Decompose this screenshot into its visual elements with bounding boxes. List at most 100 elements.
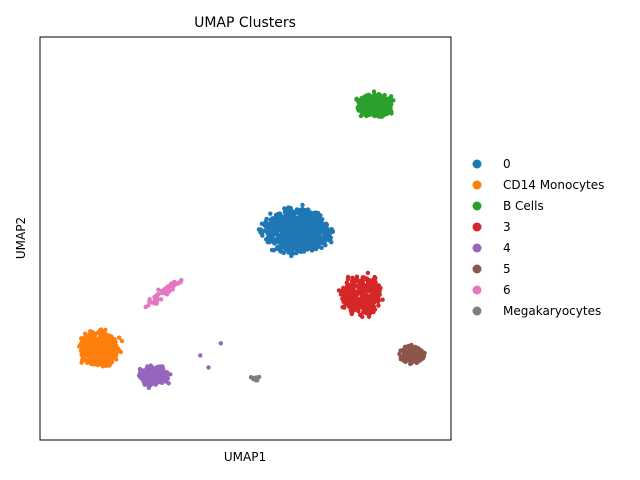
data-point	[371, 106, 376, 111]
data-point	[378, 104, 383, 110]
data-point	[388, 105, 393, 110]
data-point	[371, 94, 376, 99]
data-point	[301, 244, 306, 249]
data-point	[300, 233, 305, 238]
data-point	[172, 280, 177, 286]
legend-label: 0	[503, 157, 511, 171]
data-point	[376, 92, 381, 97]
legend-marker	[472, 285, 482, 295]
data-point	[369, 305, 374, 310]
data-point	[340, 305, 345, 310]
data-point	[268, 211, 273, 216]
data-point	[361, 310, 366, 315]
data-point	[275, 233, 281, 239]
data-point	[116, 335, 122, 340]
data-point	[365, 281, 370, 286]
data-point	[156, 364, 161, 369]
data-point	[77, 344, 82, 349]
data-point	[354, 301, 360, 307]
data-point	[147, 297, 152, 302]
data-point	[316, 214, 321, 219]
data-point	[316, 219, 321, 224]
data-point	[89, 357, 95, 362]
data-point	[351, 285, 356, 290]
data-point	[301, 248, 306, 253]
data-point	[145, 366, 151, 372]
data-point	[291, 251, 296, 256]
data-point	[159, 288, 165, 294]
legend-label: 6	[503, 283, 511, 297]
data-point	[357, 281, 363, 286]
data-point	[206, 365, 211, 370]
x-axis-label: UMAP1	[224, 450, 266, 464]
data-point	[114, 357, 119, 362]
data-point	[338, 292, 344, 297]
data-point	[141, 375, 146, 380]
data-point	[383, 102, 389, 108]
data-point	[323, 243, 328, 248]
data-point	[403, 351, 408, 357]
data-point	[168, 372, 173, 377]
legend-marker	[472, 159, 482, 169]
data-point	[354, 294, 359, 299]
data-point	[306, 227, 312, 233]
data-point	[309, 235, 314, 240]
data-point	[264, 216, 269, 222]
data-point	[104, 363, 109, 368]
data-point	[98, 339, 104, 345]
data-point	[289, 231, 294, 236]
data-point	[397, 351, 402, 357]
data-point	[88, 329, 93, 334]
data-point	[260, 231, 265, 236]
data-point	[268, 228, 273, 233]
data-point	[107, 341, 112, 346]
data-point	[285, 240, 290, 246]
data-point	[372, 277, 377, 282]
series-5	[397, 342, 427, 366]
data-point	[283, 230, 288, 235]
data-point	[355, 307, 360, 313]
data-point	[294, 229, 300, 235]
data-point	[254, 376, 259, 382]
data-point	[299, 221, 304, 226]
data-point	[360, 314, 365, 319]
data-point	[286, 250, 291, 255]
data-point	[289, 247, 294, 253]
data-point	[418, 347, 423, 353]
data-point	[113, 353, 119, 358]
data-point	[274, 224, 279, 229]
data-point	[364, 276, 369, 282]
legend-marker	[472, 180, 482, 190]
legend-marker	[472, 201, 482, 211]
data-point	[155, 377, 160, 383]
data-point	[322, 226, 328, 232]
legend-label: Megakaryocytes	[503, 304, 601, 318]
legend-marker	[472, 306, 482, 316]
data-point	[313, 210, 318, 215]
data-point	[330, 229, 335, 234]
data-point	[116, 346, 121, 352]
data-point	[270, 223, 275, 229]
data-point	[371, 300, 376, 305]
data-point	[111, 340, 117, 346]
data-point	[266, 236, 271, 241]
series-cd14-monocytes	[77, 327, 125, 369]
data-point	[79, 336, 84, 341]
series-4	[136, 363, 173, 390]
data-point	[151, 370, 156, 375]
data-point	[345, 276, 351, 282]
data-point	[156, 287, 161, 292]
legend-label: 3	[503, 220, 511, 234]
legend-marker	[472, 243, 482, 253]
data-point	[81, 356, 87, 362]
data-point	[263, 228, 268, 233]
data-point	[289, 222, 295, 227]
data-point	[279, 226, 285, 232]
legend-label: CD14 Monocytes	[503, 178, 604, 192]
data-point	[275, 212, 280, 218]
data-point	[300, 217, 305, 223]
data-point	[309, 222, 314, 227]
data-point	[264, 224, 270, 230]
data-point	[300, 202, 305, 208]
data-point	[177, 280, 182, 285]
